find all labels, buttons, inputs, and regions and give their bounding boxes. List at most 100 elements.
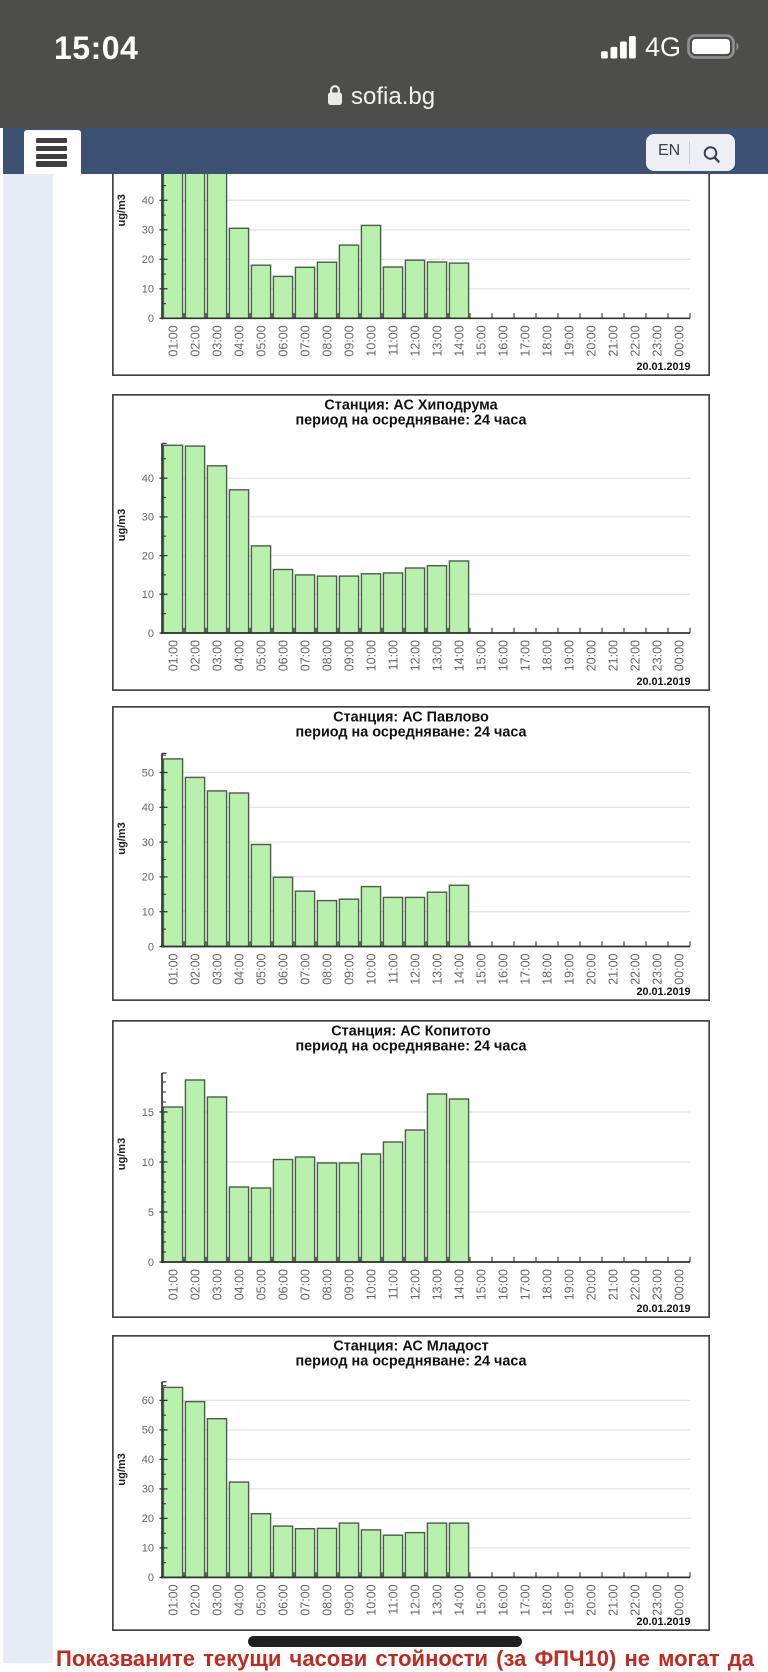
svg-text:18:00: 18:00 — [540, 325, 554, 356]
svg-text:09:00: 09:00 — [342, 1584, 356, 1615]
svg-text:20:00: 20:00 — [584, 640, 598, 671]
svg-text:ug/m3: ug/m3 — [116, 194, 128, 226]
svg-text:14:00: 14:00 — [452, 1584, 466, 1615]
svg-text:16:00: 16:00 — [496, 640, 510, 671]
svg-text:01:00: 01:00 — [166, 953, 180, 984]
svg-text:12:00: 12:00 — [408, 325, 422, 356]
svg-text:40: 40 — [142, 473, 154, 485]
svg-text:19:00: 19:00 — [562, 640, 576, 671]
svg-text:10:00: 10:00 — [364, 953, 378, 984]
svg-text:0: 0 — [148, 313, 154, 325]
svg-text:13:00: 13:00 — [430, 325, 444, 356]
svg-text:06:00: 06:00 — [276, 953, 290, 984]
svg-text:0: 0 — [148, 1257, 154, 1269]
svg-text:10: 10 — [142, 907, 154, 919]
svg-text:0: 0 — [148, 1572, 154, 1584]
svg-text:10:00: 10:00 — [364, 640, 378, 671]
svg-text:18:00: 18:00 — [540, 953, 554, 984]
svg-text:12:00: 12:00 — [408, 640, 422, 671]
svg-text:14:00: 14:00 — [452, 953, 466, 984]
svg-text:12:00: 12:00 — [408, 1584, 422, 1615]
svg-text:30: 30 — [142, 225, 154, 237]
svg-text:04:00: 04:00 — [232, 640, 246, 671]
svg-text:20:00: 20:00 — [584, 953, 598, 984]
svg-text:09:00: 09:00 — [342, 640, 356, 671]
svg-text:0: 0 — [148, 628, 154, 640]
svg-text:09:00: 09:00 — [342, 953, 356, 984]
svg-text:23:00: 23:00 — [650, 1584, 664, 1615]
svg-text:20: 20 — [142, 254, 154, 266]
svg-text:20.01.2019: 20.01.2019 — [636, 676, 690, 688]
svg-text:05:00: 05:00 — [254, 1584, 268, 1615]
svg-text:11:00: 11:00 — [386, 325, 400, 355]
svg-text:22:00: 22:00 — [628, 953, 642, 984]
svg-text:период на осредняване: 24 часа: период на осредняване: 24 часа — [295, 1039, 527, 1055]
svg-text:ug/m3: ug/m3 — [116, 509, 128, 541]
svg-text:ug/m3: ug/m3 — [116, 1138, 128, 1170]
svg-text:14:00: 14:00 — [452, 1269, 466, 1300]
svg-text:19:00: 19:00 — [562, 1584, 576, 1615]
svg-text:02:00: 02:00 — [188, 953, 202, 984]
svg-text:02:00: 02:00 — [188, 1269, 202, 1300]
svg-text:06:00: 06:00 — [276, 325, 290, 356]
svg-text:16:00: 16:00 — [496, 1269, 510, 1300]
svg-text:Станция: АС Павлово: Станция: АС Павлово — [333, 710, 489, 726]
svg-text:04:00: 04:00 — [232, 1269, 246, 1300]
svg-text:07:00: 07:00 — [298, 1584, 312, 1615]
svg-text:13:00: 13:00 — [430, 1269, 444, 1300]
svg-text:40: 40 — [142, 802, 154, 814]
svg-text:00:00: 00:00 — [672, 1584, 686, 1615]
svg-text:06:00: 06:00 — [276, 1269, 290, 1300]
svg-text:07:00: 07:00 — [298, 640, 312, 671]
svg-text:18:00: 18:00 — [540, 1584, 554, 1615]
svg-text:16:00: 16:00 — [496, 325, 510, 356]
svg-text:03:00: 03:00 — [210, 1269, 224, 1300]
svg-text:ug/m3: ug/m3 — [116, 822, 128, 854]
svg-text:12:00: 12:00 — [408, 953, 422, 984]
svg-text:02:00: 02:00 — [188, 1584, 202, 1615]
svg-text:50: 50 — [142, 767, 154, 779]
svg-text:17:00: 17:00 — [518, 640, 532, 671]
svg-text:06:00: 06:00 — [276, 1584, 290, 1615]
svg-text:08:00: 08:00 — [320, 325, 334, 356]
svg-text:5: 5 — [148, 1207, 154, 1219]
svg-text:01:00: 01:00 — [166, 1269, 180, 1300]
svg-text:ug/m3: ug/m3 — [116, 1453, 128, 1485]
svg-text:23:00: 23:00 — [650, 1269, 664, 1300]
svg-text:20: 20 — [142, 1513, 154, 1525]
svg-text:30: 30 — [142, 837, 154, 849]
svg-text:60: 60 — [142, 1395, 154, 1407]
svg-text:21:00: 21:00 — [606, 1584, 620, 1615]
svg-text:10: 10 — [142, 1157, 154, 1169]
svg-text:08:00: 08:00 — [320, 953, 334, 984]
svg-text:19:00: 19:00 — [562, 325, 576, 356]
svg-text:08:00: 08:00 — [320, 1269, 334, 1300]
svg-text:20.01.2019: 20.01.2019 — [636, 1303, 690, 1315]
svg-text:04:00: 04:00 — [232, 325, 246, 356]
svg-text:22:00: 22:00 — [628, 1584, 642, 1615]
svg-text:15:00: 15:00 — [474, 953, 488, 984]
svg-text:22:00: 22:00 — [628, 325, 642, 356]
svg-text:22:00: 22:00 — [628, 640, 642, 671]
svg-text:Станция: АС Хиподрума: Станция: АС Хиподрума — [324, 398, 498, 414]
svg-text:01:00: 01:00 — [166, 325, 180, 356]
svg-text:21:00: 21:00 — [606, 1269, 620, 1300]
svg-text:00:00: 00:00 — [672, 1269, 686, 1300]
svg-text:21:00: 21:00 — [606, 953, 620, 984]
svg-text:18:00: 18:00 — [540, 1269, 554, 1300]
svg-text:10: 10 — [142, 1543, 154, 1555]
svg-text:13:00: 13:00 — [430, 953, 444, 984]
svg-text:17:00: 17:00 — [518, 1269, 532, 1300]
svg-text:20:00: 20:00 — [584, 1584, 598, 1615]
svg-text:17:00: 17:00 — [518, 1584, 532, 1615]
svg-text:03:00: 03:00 — [210, 1584, 224, 1615]
svg-text:30: 30 — [142, 512, 154, 524]
svg-text:21:00: 21:00 — [606, 325, 620, 356]
svg-text:02:00: 02:00 — [188, 640, 202, 671]
svg-text:30: 30 — [142, 1484, 154, 1496]
svg-text:01:00: 01:00 — [166, 1584, 180, 1615]
svg-text:50: 50 — [142, 1425, 154, 1437]
svg-text:20: 20 — [142, 872, 154, 884]
svg-text:04:00: 04:00 — [232, 953, 246, 984]
svg-text:11:00: 11:00 — [386, 1584, 400, 1614]
